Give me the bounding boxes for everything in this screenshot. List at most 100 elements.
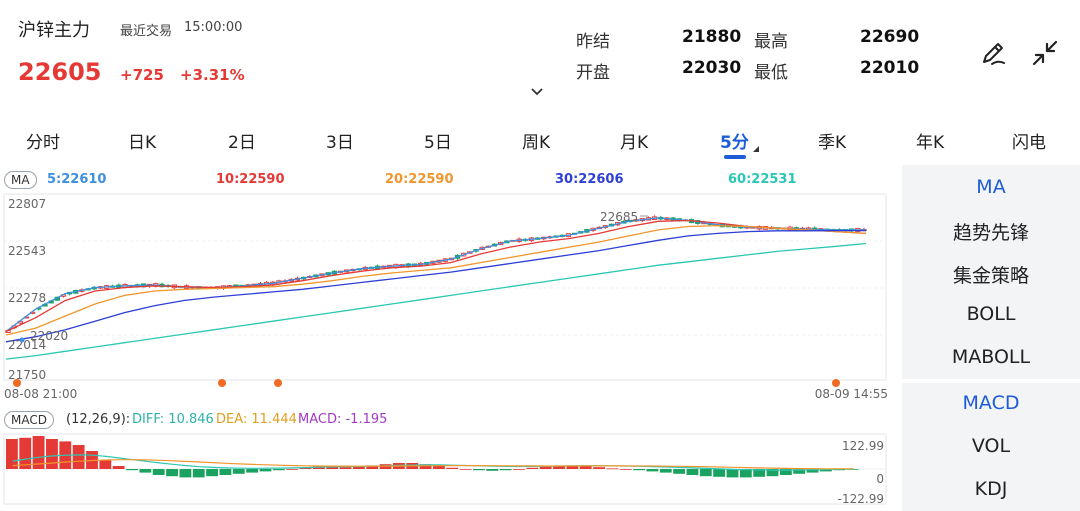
last-trade-time: 15:00:00 xyxy=(184,20,243,35)
ma30-line xyxy=(5,229,866,343)
indicator-boll[interactable]: BOLL xyxy=(966,303,1016,325)
tab-2-day[interactable]: 2日 xyxy=(228,133,256,153)
ma5-value: 5:22610 xyxy=(47,172,107,187)
indicator-vol[interactable]: VOL xyxy=(971,435,1011,457)
ma-indicator-badge[interactable]: MA xyxy=(4,171,37,189)
macd-bar xyxy=(419,464,432,469)
macd-top-label: 122.99 xyxy=(842,439,884,453)
y-label-top: 22807 xyxy=(8,197,46,211)
macd-diff-line xyxy=(12,454,854,471)
macd-bar xyxy=(152,469,165,475)
ma60-line xyxy=(5,242,867,360)
macd-dea-value: DEA: 11.444 xyxy=(216,412,297,427)
moving-average-lines xyxy=(5,217,867,360)
macd-bar xyxy=(446,467,459,469)
macd-bar xyxy=(139,469,152,473)
ma10-value: 10:22590 xyxy=(216,172,285,187)
stat-value-open: 22030 xyxy=(682,58,742,78)
quote-header: 沪锌主力 最近交易 15:00:00 22605 +725 +3.31% 昨结 … xyxy=(0,0,1080,112)
macd-bar xyxy=(633,469,645,471)
macd-params: (12,26,9): xyxy=(66,412,131,427)
expand-chevron-icon[interactable] xyxy=(531,88,543,96)
macd-bar xyxy=(286,469,299,470)
event-marker[interactable] xyxy=(274,379,282,387)
tab-quarterly-k[interactable]: 季K xyxy=(818,133,847,153)
collapse-icon[interactable] xyxy=(1030,38,1060,68)
macd-bar xyxy=(339,467,352,469)
tab-3-day[interactable]: 3日 xyxy=(326,133,354,153)
tab-5-day[interactable]: 5日 xyxy=(424,133,452,153)
macd-bar xyxy=(473,469,485,471)
last-trade-label: 最近交易 xyxy=(120,24,173,39)
macd-zero-label: 0 xyxy=(876,472,884,486)
macd-bar xyxy=(566,465,579,469)
macd-bar xyxy=(192,469,205,478)
draw-pen-icon[interactable] xyxy=(978,38,1008,68)
ma30-value: 30:22606 xyxy=(555,172,624,187)
macd-bar xyxy=(726,469,739,478)
indicator-maboll[interactable]: MABOLL xyxy=(951,346,1031,368)
macd-bar xyxy=(366,465,379,469)
symbol-name: 沪锌主力 xyxy=(18,20,90,41)
stat-value-prev-settle: 21880 xyxy=(682,27,742,47)
event-marker[interactable] xyxy=(218,379,226,387)
macd-bar xyxy=(553,466,565,469)
indicator-macd[interactable]: MACD xyxy=(962,392,1020,414)
macd-bar xyxy=(112,466,125,469)
tab-monthly-k[interactable]: 月K xyxy=(620,133,649,153)
tab-intraday[interactable]: 分时 xyxy=(26,133,60,153)
macd-histogram xyxy=(6,436,859,478)
y-label-bottom: 21750 xyxy=(8,368,46,382)
macd-bar xyxy=(486,469,499,471)
period-dropdown-icon[interactable] xyxy=(753,146,759,152)
stat-label-high: 最高 xyxy=(754,32,788,52)
macd-bottom-label: -122.99 xyxy=(838,492,884,506)
macd-bar xyxy=(219,469,232,475)
indicator-panel: MA 趋势先锋 集金策略 BOLL MABOLL MACD VOL KDJ xyxy=(902,165,1080,511)
kline-chart[interactable]: 22807 22543 22278 22020 22014 21750 2268… xyxy=(0,192,900,511)
high-price-label: 22685 xyxy=(600,210,638,224)
indicator-ma[interactable]: MA xyxy=(976,176,1006,198)
ma60-value: 60:22531 xyxy=(728,172,797,187)
macd-indicator-badge[interactable]: MACD xyxy=(4,411,54,429)
indicator-trend-pioneer[interactable]: 趋势先锋 xyxy=(952,222,1029,244)
macd-bar xyxy=(513,469,525,470)
macd-bar xyxy=(499,469,512,471)
macd-bar xyxy=(272,469,285,471)
macd-bar xyxy=(46,439,58,469)
tab-weekly-k[interactable]: 周K xyxy=(522,133,551,153)
macd-bar xyxy=(753,469,766,477)
macd-bar xyxy=(179,469,192,478)
macd-bar xyxy=(539,466,552,469)
macd-bar xyxy=(166,469,178,477)
indicator-kdj[interactable]: KDJ xyxy=(974,478,1008,500)
ma10-line xyxy=(5,219,867,333)
macd-bar xyxy=(819,469,832,472)
macd-bar xyxy=(326,466,339,469)
macd-dea-line xyxy=(12,459,854,470)
indicator-capital-strategy[interactable]: 集金策略 xyxy=(952,265,1029,287)
stat-label-open: 开盘 xyxy=(576,63,610,83)
stat-label-prev-settle: 昨结 xyxy=(576,32,610,52)
macd-bar xyxy=(619,469,632,470)
tab-5-min[interactable]: 5分 xyxy=(720,133,749,153)
active-tab-indicator xyxy=(724,155,746,159)
event-marker[interactable] xyxy=(13,379,21,387)
tab-daily-k[interactable]: 日K xyxy=(128,133,157,153)
macd-bar xyxy=(713,469,726,477)
tab-flash[interactable]: 闪电 xyxy=(1012,133,1046,153)
tab-yearly-k[interactable]: 年K xyxy=(916,133,945,153)
macd-bar xyxy=(126,469,138,471)
macd-bar xyxy=(19,437,32,469)
ma5-line xyxy=(5,217,866,333)
y-label-3: 22278 xyxy=(8,291,46,305)
macd-bar xyxy=(699,469,712,477)
macd-bar xyxy=(659,469,672,473)
macd-bar xyxy=(299,467,312,469)
stat-value-low: 22010 xyxy=(860,58,920,78)
macd-bar xyxy=(6,439,18,469)
macd-bar xyxy=(352,466,365,469)
event-marker[interactable] xyxy=(832,379,840,387)
macd-bar xyxy=(72,445,85,469)
ma20-value: 20:22590 xyxy=(385,172,454,187)
